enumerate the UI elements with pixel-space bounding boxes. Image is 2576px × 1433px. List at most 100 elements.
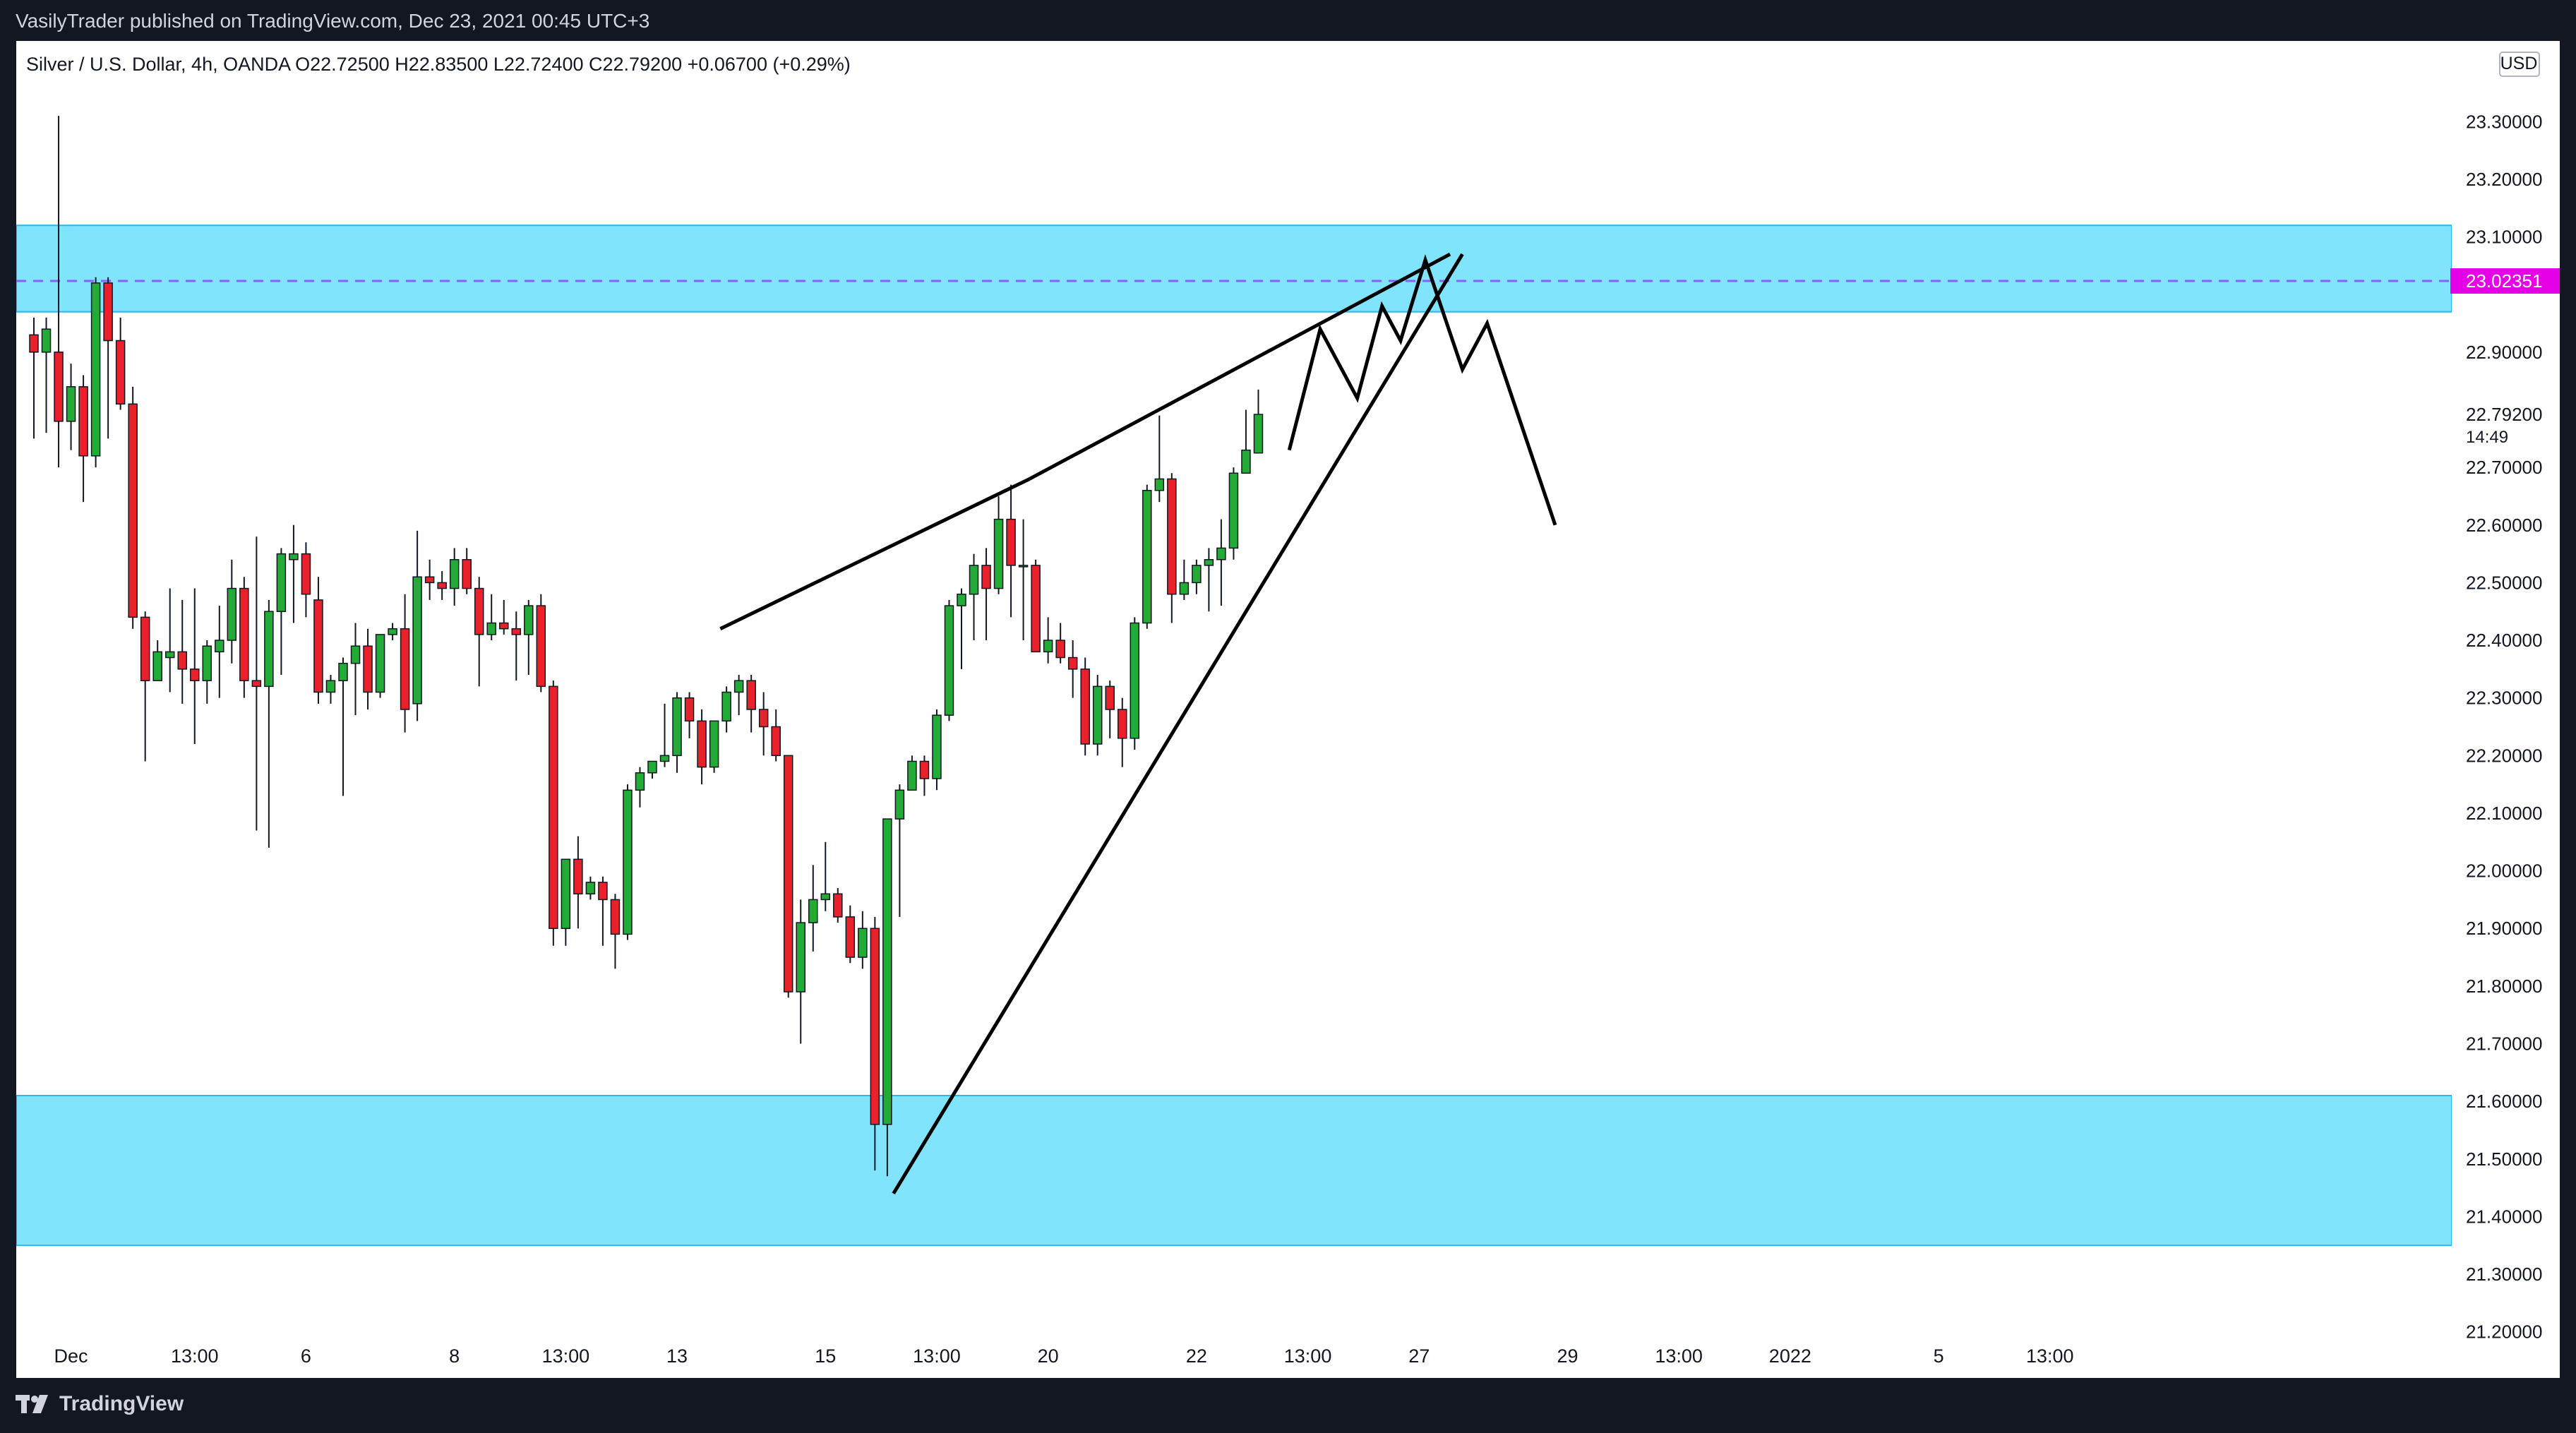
candle-35 — [462, 548, 472, 594]
candle-77 — [981, 548, 991, 641]
candle-body — [1192, 565, 1202, 584]
candle-body — [474, 587, 484, 635]
tradingview-brand[interactable]: TradingView — [16, 1392, 184, 1416]
chart-panel[interactable]: Dec 13:00 6 8 13:00 13 15 13:00 20 22 13:00 27 29 13:… — [16, 41, 2560, 1378]
candle-body — [585, 882, 596, 894]
x-tick-label: 13:00 — [542, 1345, 590, 1367]
candle-22 — [301, 542, 311, 618]
candle-55 — [709, 720, 719, 773]
candle-body — [1167, 478, 1177, 595]
candle-body — [424, 576, 435, 584]
y-tick-label: 21.90000 — [2466, 918, 2542, 939]
candle-body — [944, 605, 954, 716]
candle-body — [1043, 640, 1053, 653]
y-axis-background — [2452, 41, 2560, 1378]
candle-4 — [78, 375, 88, 503]
symbol-info: Silver / U.S. Dollar, 4h, OANDA O22.7250… — [26, 54, 851, 75]
candle-92 — [1167, 473, 1177, 623]
y-tick-label: 23.20000 — [2466, 169, 2542, 190]
candle-98 — [1241, 409, 1251, 474]
candle-88 — [1118, 697, 1127, 767]
candle-body — [771, 726, 781, 757]
candle-body — [932, 714, 942, 779]
candle-body — [1018, 565, 1029, 568]
candle-39 — [511, 611, 522, 681]
candle-body — [412, 576, 422, 704]
footer-bar: TradingView — [0, 1378, 2576, 1433]
candle-body — [437, 582, 447, 589]
candle-12 — [177, 599, 187, 704]
candle-body — [858, 928, 868, 958]
candle-95 — [1204, 548, 1214, 612]
candle-38 — [499, 599, 509, 635]
candle-17 — [239, 577, 249, 698]
candle-85 — [1080, 657, 1090, 756]
y-tick-label: 21.80000 — [2466, 976, 2542, 997]
candle-26 — [350, 623, 361, 716]
candle-57 — [733, 675, 744, 716]
y-tick-label: 23.10000 — [2466, 227, 2542, 248]
x-tick-label: 13:00 — [171, 1345, 219, 1367]
candle-65 — [833, 888, 843, 923]
candle-body — [363, 645, 373, 693]
x-tick-label: 2022 — [1769, 1345, 1811, 1367]
currency-box — [2499, 52, 2540, 77]
candle-72 — [919, 755, 930, 796]
y-tick-label: 21.20000 — [2466, 1321, 2542, 1343]
candle-body — [29, 334, 39, 353]
candle-69 — [882, 818, 892, 1177]
x-tick-label: 8 — [449, 1345, 460, 1367]
candle-body — [313, 599, 323, 693]
candle-74 — [944, 599, 954, 721]
candle-body — [486, 622, 496, 635]
candle-body — [981, 565, 991, 589]
candle-89 — [1130, 617, 1140, 750]
candle-body — [164, 651, 175, 659]
candle-body — [90, 282, 101, 457]
candle-81 — [1031, 559, 1041, 653]
y-tick-label: 22.00000 — [2466, 861, 2542, 882]
candle-body — [561, 858, 571, 929]
candle-body — [202, 645, 212, 681]
candle-body — [177, 651, 187, 670]
candle-body — [1241, 449, 1251, 474]
candle-body — [1067, 656, 1078, 670]
candle-body — [1130, 622, 1140, 739]
candle-body — [697, 720, 707, 768]
candle-body — [128, 403, 138, 618]
candle-76 — [969, 553, 979, 641]
candlestick-chart[interactable]: Dec 13:00 6 8 13:00 13 15 13:00 20 22 13:00 27 29 13:… — [16, 41, 2560, 1378]
candle-79 — [1006, 484, 1016, 618]
candle-10 — [152, 640, 162, 681]
candle-32 — [424, 559, 435, 600]
y-tick-label: 22.70000 — [2466, 457, 2542, 478]
candle-body — [647, 760, 657, 774]
candle-61 — [783, 755, 793, 998]
candle-body — [276, 553, 287, 612]
candle-30 — [400, 594, 410, 733]
candle-body — [623, 789, 633, 935]
candle-body — [635, 772, 645, 791]
candle-body — [1031, 565, 1041, 653]
candle-body — [66, 386, 76, 422]
y-tick-label: 23.30000 — [2466, 111, 2542, 132]
y-tick-label: 21.30000 — [2466, 1264, 2542, 1285]
candle-body — [1204, 558, 1214, 566]
candle-body — [870, 928, 880, 1125]
candle-51 — [659, 703, 670, 767]
candle-66 — [845, 905, 856, 964]
candle-84 — [1067, 640, 1078, 698]
candle-60 — [771, 709, 781, 762]
candle-87 — [1105, 680, 1115, 738]
y-tick-label: 21.50000 — [2466, 1149, 2542, 1170]
candle-body — [103, 282, 113, 342]
candle-body — [140, 616, 150, 681]
candle-45 — [585, 876, 596, 900]
candle-body — [1080, 668, 1090, 745]
candle-body — [1154, 478, 1165, 491]
y-tick-label: 22.90000 — [2466, 342, 2542, 363]
candle-body — [1105, 685, 1115, 710]
candle-body — [610, 899, 621, 935]
candle-body — [227, 587, 237, 641]
candle-body — [1118, 709, 1127, 739]
